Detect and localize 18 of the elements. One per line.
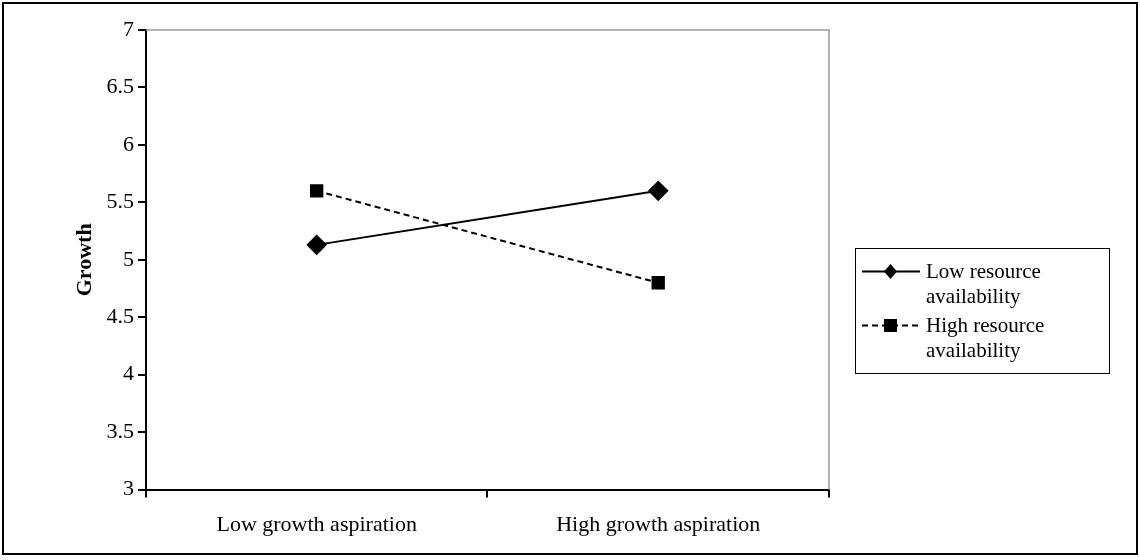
y-tick-label: 4 [122,360,134,386]
y-tick-label: 6.5 [106,73,134,99]
x-tick-label: High growth aspiration [556,510,761,536]
legend-label: Low resource availability [926,259,1042,309]
point [651,276,665,290]
y-tick-label: 4.5 [106,303,134,329]
point [310,184,324,198]
point [648,180,669,201]
y-tick-label: 3 [122,475,134,501]
y-tick-label: 5.5 [106,188,134,214]
y-tick-label: 7 [122,15,134,41]
y-axis-title: Growth [70,223,96,297]
legend-label: High resource availability [926,313,1046,363]
x-tick-label: Low growth aspiration [216,510,417,536]
y-tick-label: 3.5 [106,417,134,443]
point [306,234,327,255]
y-tick-label: 6 [122,130,134,156]
y-tick-label: 5 [122,245,134,271]
